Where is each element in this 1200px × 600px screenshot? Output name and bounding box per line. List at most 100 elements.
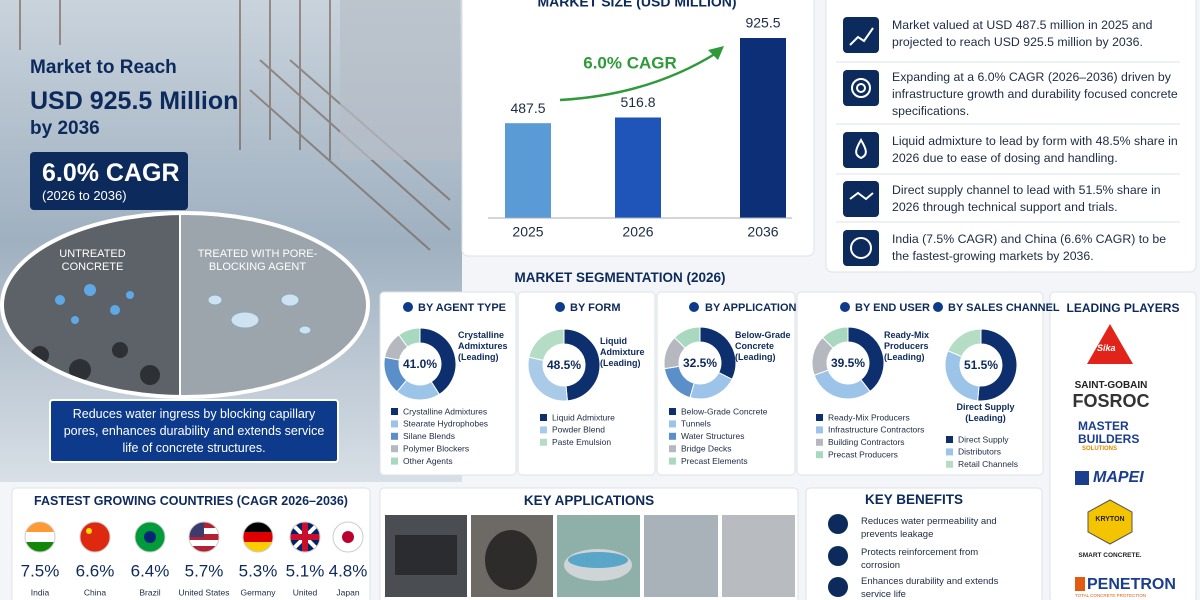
legend-label: Retail Channels <box>958 459 1018 469</box>
legend-label: Polymer Blockers <box>403 443 469 453</box>
panel-title: BY APPLICATION <box>705 302 797 314</box>
bar <box>615 117 661 218</box>
oval-frame <box>0 211 370 399</box>
highlight: Expanding at a 6.0% CAGR (2026–2036) dri… <box>892 70 1178 118</box>
legend-label: Silane Blends <box>403 431 455 441</box>
logo-saint-gobain: SAINT-GOBAIN <box>1074 380 1148 391</box>
leading-label: Below-Grade Concrete (Leading) <box>735 330 791 362</box>
legend-label: Infrastructure Contractors <box>828 425 924 435</box>
highlights-card <box>825 0 1197 273</box>
flag-border <box>289 521 321 553</box>
legend-label: Paste Emulsion <box>552 437 611 447</box>
logo-graphics <box>1075 324 1133 591</box>
cagr-arrow <box>559 50 719 102</box>
highlight-dividers <box>836 61 1180 223</box>
flag <box>25 522 55 552</box>
highlight-glyphs <box>849 27 874 259</box>
legend-swatch <box>816 438 823 446</box>
highlight-icons <box>843 17 879 266</box>
hero-heading: Market to Reach <box>30 57 177 78</box>
legend-swatch <box>540 438 547 446</box>
flag-stripe <box>25 542 55 552</box>
country-cagr: 6.6% <box>76 561 115 580</box>
logo-solutions: SOLUTIONS <box>1082 446 1118 452</box>
legend-swatch <box>816 451 823 459</box>
donut-segment <box>563 328 601 402</box>
logo-smart-concrete: SMART CONCRETE. <box>1078 552 1142 559</box>
legend-swatch <box>540 426 547 434</box>
legend-label: Precast Producers <box>828 449 898 459</box>
legend-label: Stearate Hydrophobes <box>403 419 488 429</box>
country-cagr: 4.8% <box>329 561 368 580</box>
x-tick-label: 2026 <box>622 224 653 240</box>
highlight: India (7.5% CAGR) and China (6.6% CAGR) … <box>892 232 1167 263</box>
donut-segment <box>528 328 565 362</box>
caption-box <box>49 399 339 463</box>
flag-border <box>188 521 220 553</box>
legend-swatch <box>669 445 676 453</box>
legend-label: Direct Supply <box>958 434 1009 444</box>
legend-swatch <box>946 448 953 456</box>
center-label: 39.5% <box>831 356 865 370</box>
highlight: Liquid admixture to lead by form with 48… <box>892 134 1178 165</box>
legend-swatch <box>946 460 953 468</box>
flag-border <box>79 521 111 553</box>
logo-penetron-tagline: TOTAL CONCRETE PROTECTION <box>1075 593 1147 598</box>
bar <box>740 38 786 218</box>
donut-segment <box>947 328 982 358</box>
benefit: Protects reinforcement from corrosion <box>861 547 979 572</box>
country-name: Japan <box>336 587 359 597</box>
logo-mapei: MAPEI <box>1093 469 1144 486</box>
flag <box>333 522 363 552</box>
legend-swatch <box>391 408 398 415</box>
cagr-box <box>30 152 188 210</box>
panel-title: BY AGENT TYPE <box>418 302 506 314</box>
flag-detail <box>342 531 354 543</box>
legend-swatch <box>669 408 676 415</box>
flag <box>290 522 320 552</box>
logo-penetron: PENETRON <box>1087 576 1176 593</box>
bar <box>505 123 551 218</box>
donut-segment <box>673 326 701 349</box>
flag-stripe <box>25 522 55 533</box>
legend-swatch <box>816 414 823 421</box>
legend-swatch <box>669 432 676 440</box>
country-name: Brazil <box>139 587 160 597</box>
applications-title: KEY APPLICATIONS <box>523 493 655 508</box>
country-name: United States <box>178 587 229 597</box>
donut-segment <box>398 327 421 348</box>
legend-label: Tunnels <box>681 419 711 429</box>
donut-segment <box>977 328 1018 402</box>
logo-fosroc: FOSROC <box>1072 391 1150 411</box>
countries-title: FASTEST GROWING COUNTRIES (CAGR 2026–203… <box>34 494 348 508</box>
flag-stripe <box>80 522 110 552</box>
title-icon <box>555 302 565 312</box>
flag-border <box>24 521 56 553</box>
legend-label: Crystalline Admixtures <box>403 406 487 416</box>
country-name: India <box>31 587 50 597</box>
players-title: LEADING PLAYERS <box>1066 301 1180 315</box>
highlight: Market valued at USD 487.5 million in 20… <box>892 18 1153 49</box>
center-label: 41.0% <box>403 357 437 371</box>
leading-label: Crystalline Admixtures (Leading) <box>458 330 508 362</box>
flag-border <box>134 521 166 553</box>
flag-stripe <box>189 534 219 541</box>
highlight: Direct supply channel to lead with 51.5%… <box>892 183 1161 214</box>
hero-caption: Reduces water ingress by blocking capill… <box>63 407 325 455</box>
legend-swatch <box>816 426 823 434</box>
application-photos <box>385 515 795 597</box>
legend-swatch <box>391 457 398 465</box>
country-name: Germany <box>241 587 277 597</box>
rebar <box>19 0 451 251</box>
legend-label: Building Contractors <box>828 437 905 447</box>
legend-swatch <box>391 445 398 453</box>
flag <box>135 522 165 552</box>
benefit: Reduces water permeability and prevents … <box>861 516 997 541</box>
flag-stripe <box>25 532 55 543</box>
country-cagr: 5.7% <box>185 561 224 580</box>
hero-value: USD 925.5 Million <box>30 87 239 115</box>
hero-cagr-period: (2026 to 2036) <box>42 188 127 203</box>
flag <box>243 522 273 552</box>
untreated-label: UNTREATED CONCRETE <box>59 248 126 274</box>
title-icon <box>840 302 850 312</box>
